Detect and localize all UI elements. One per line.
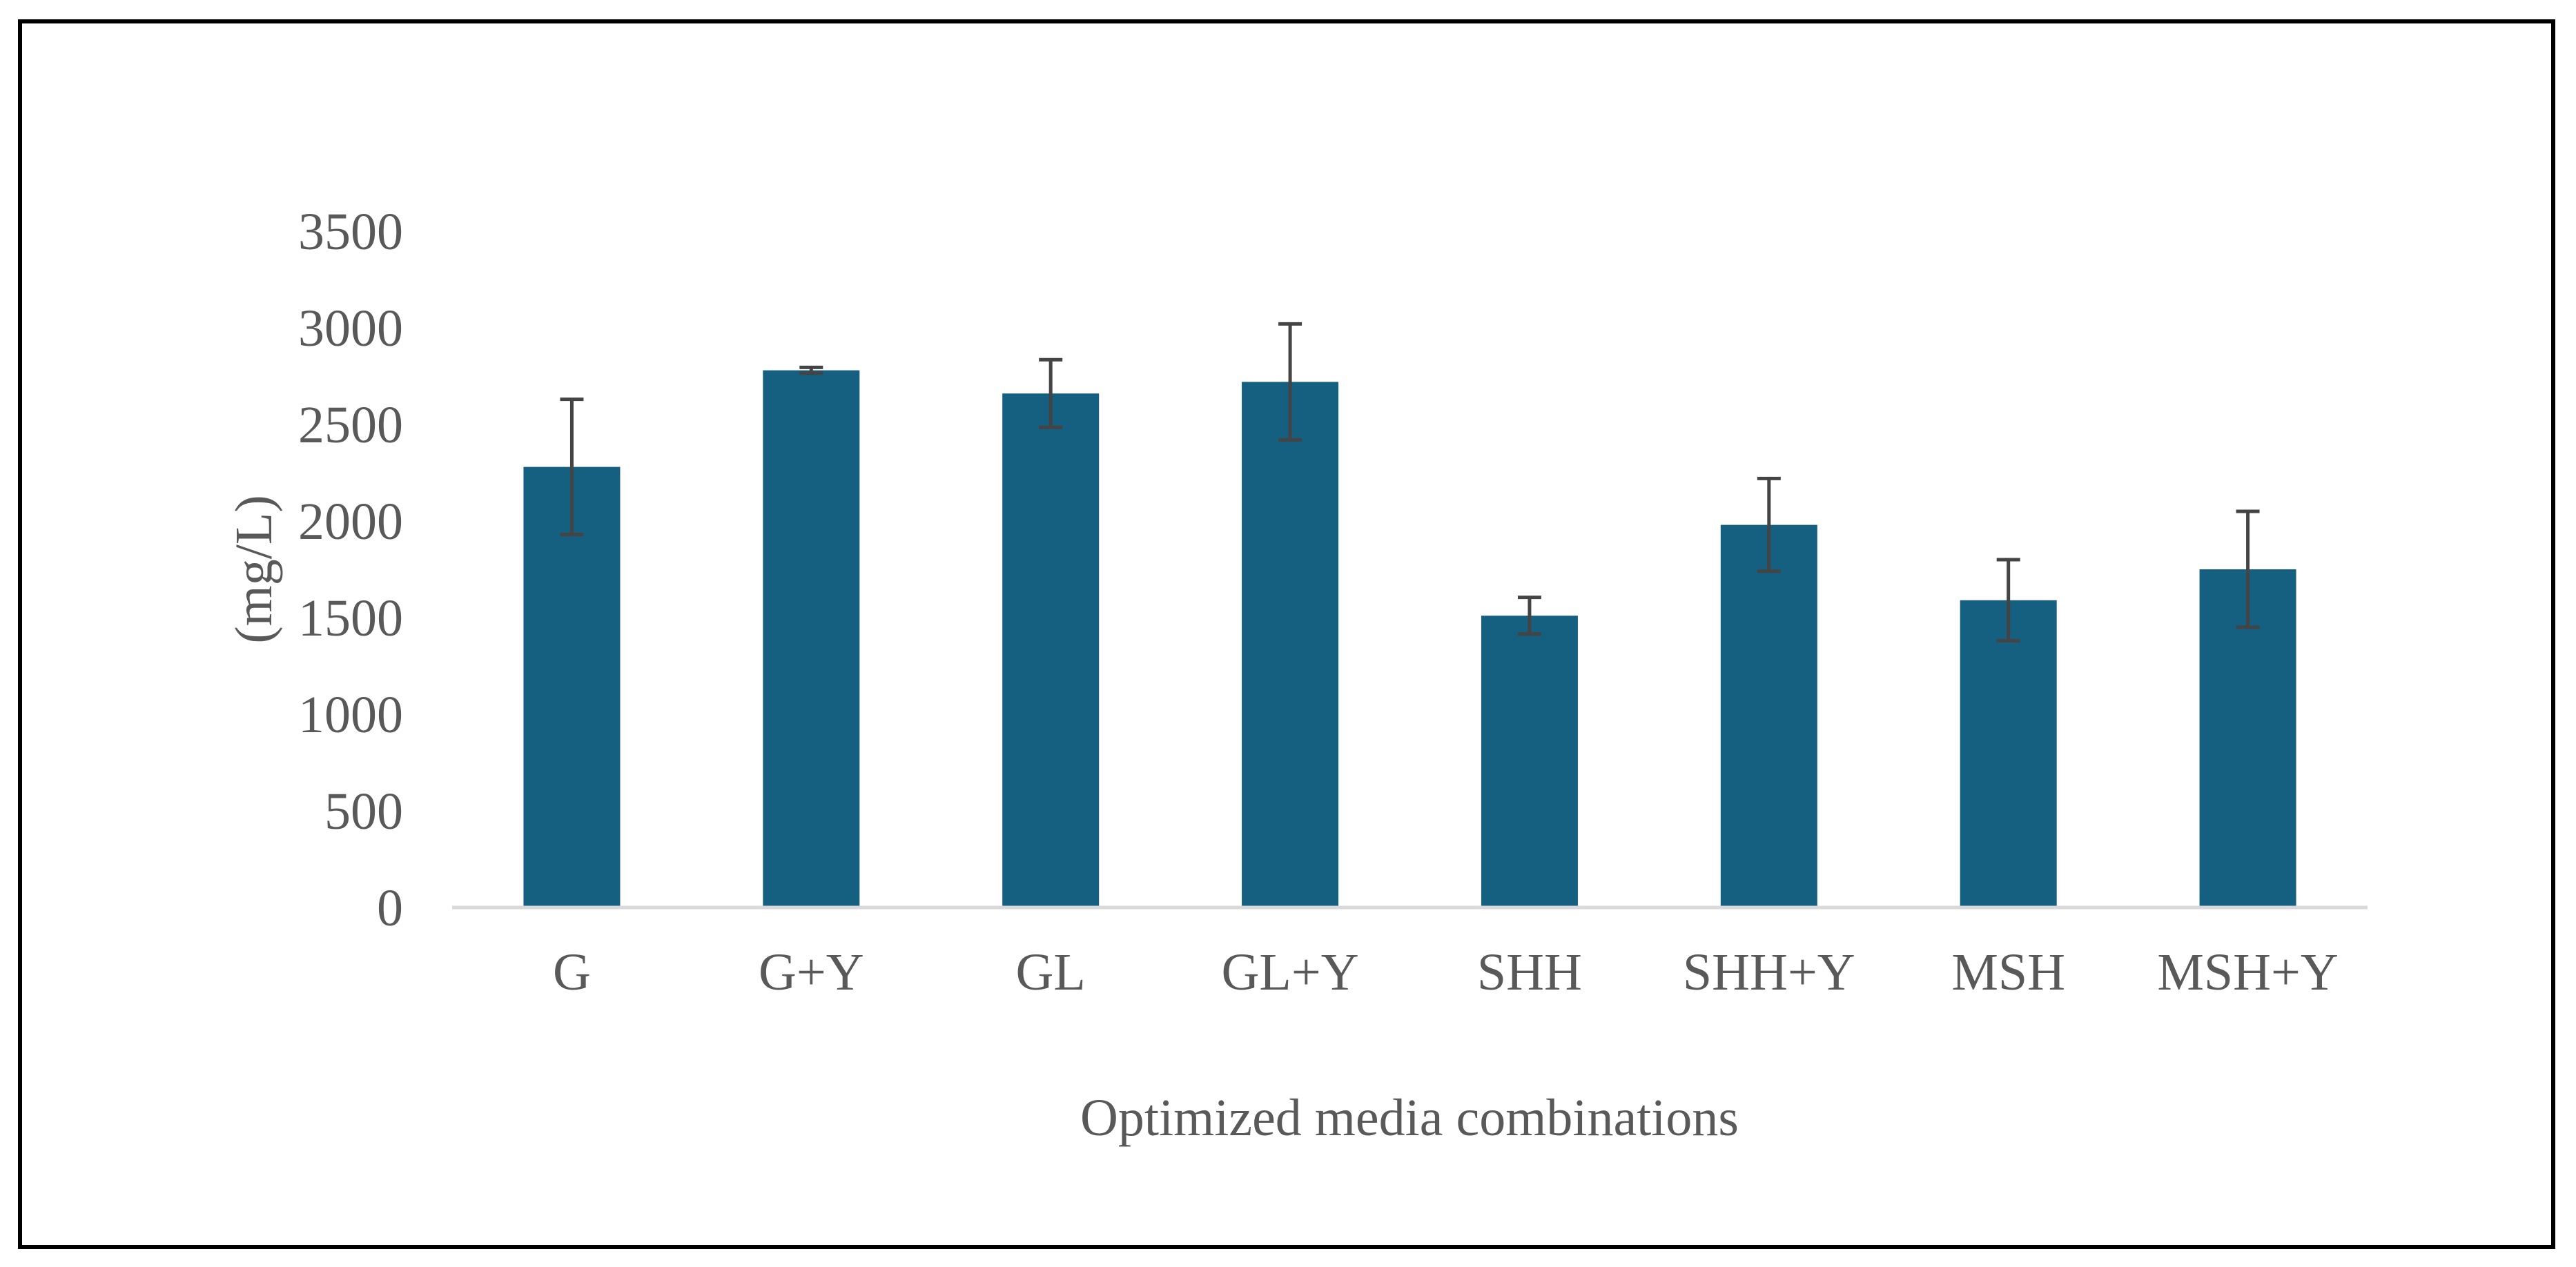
x-tick-label: SHH+Y	[1683, 943, 1855, 1001]
error-bar-g-plus-y	[799, 365, 823, 375]
y-tick-label: 0	[377, 879, 403, 937]
error-bar-msh-plus-y	[2236, 509, 2260, 629]
y-tick-labels: 0 500 1000 1500 2000 2500 3000 3500	[298, 203, 403, 937]
x-tick-label: G	[553, 943, 591, 1001]
y-tick-label: 3000	[298, 299, 403, 357]
y-axis-title: (mg/L)	[225, 495, 283, 643]
x-tick-labels: G G+Y GL GL+Y SHH SHH+Y MSH MSH+Y	[553, 943, 2339, 1001]
x-tick-label: MSH+Y	[2157, 943, 2338, 1001]
error-bar-shh-plus-y	[1757, 476, 1781, 573]
error-bars-layer	[560, 322, 2260, 643]
y-tick-label: 1500	[298, 589, 403, 647]
y-tick-label: 500	[324, 783, 403, 841]
x-tick-label: GL	[1016, 943, 1086, 1001]
error-bar-msh	[1996, 558, 2020, 643]
error-bar-gl	[1039, 357, 1063, 429]
error-bar-shh	[1517, 596, 1541, 636]
bar-shh-plus-y	[1720, 524, 1817, 907]
y-tick-label: 2500	[298, 396, 403, 454]
y-tick-label: 1000	[298, 686, 403, 744]
error-bar-g	[560, 397, 584, 537]
bar-gl	[1002, 393, 1100, 907]
x-tick-label: SHH	[1477, 943, 1582, 1001]
x-tick-label: G+Y	[759, 943, 864, 1001]
y-tick-label: 2000	[298, 493, 403, 551]
bar-msh	[1960, 600, 2057, 907]
bar-shh	[1481, 616, 1578, 907]
bar-gl-plus-y	[1242, 382, 1339, 907]
error-bar-gl-plus-y	[1278, 322, 1302, 442]
bars-layer	[523, 370, 2296, 907]
bar-g	[523, 466, 621, 907]
y-tick-label: 3500	[298, 203, 403, 261]
bar-g-plus-y	[763, 370, 860, 907]
x-tick-label: GL+Y	[1222, 943, 1359, 1001]
x-tick-label: MSH	[1951, 943, 2065, 1001]
x-axis-title: Optimized media combinations	[1080, 1089, 1739, 1147]
